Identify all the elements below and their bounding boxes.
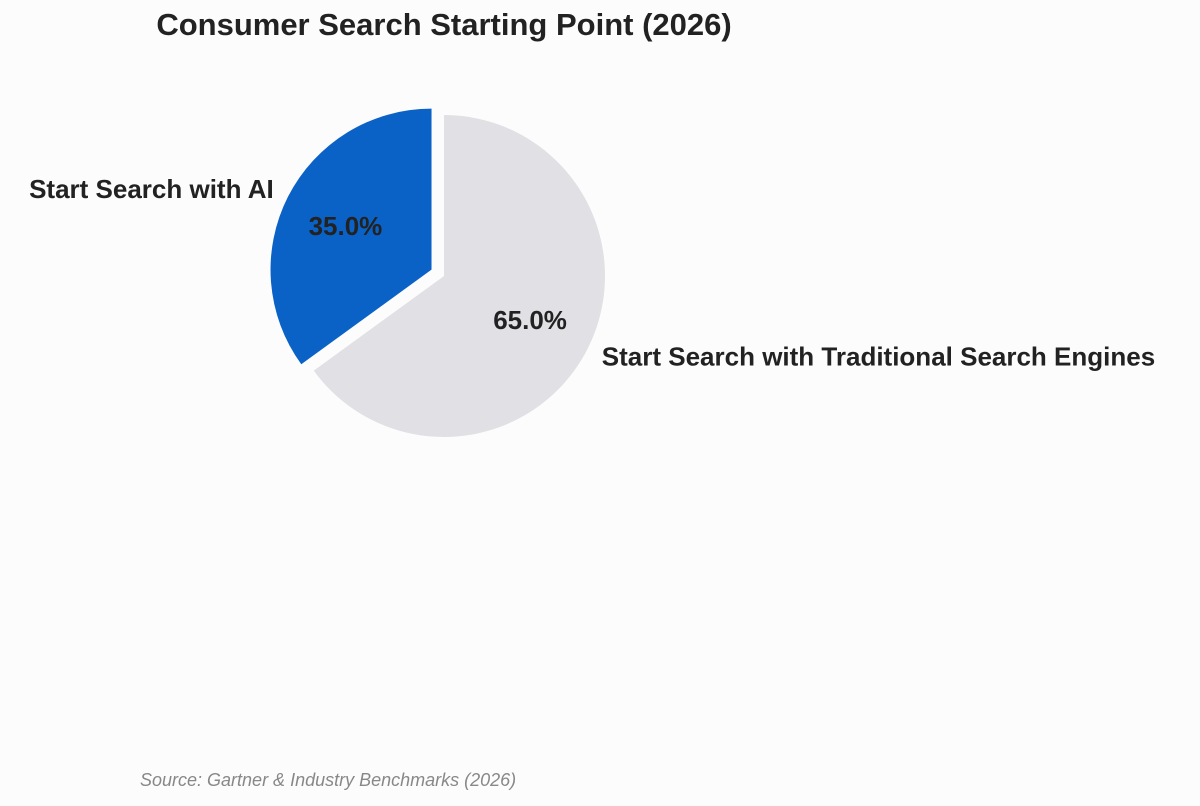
pie-labels: 35.0% Start Search with AI 65.0% Start Sear… bbox=[29, 174, 1155, 371]
pie-slice-0 bbox=[270, 108, 432, 365]
pie-slices bbox=[270, 108, 605, 437]
pie-chart: 35.0% Start Search with AI 65.0% Start Sear… bbox=[29, 108, 1155, 437]
pie-slice-category-label-1: Start Search with Traditional Search Eng… bbox=[602, 341, 1155, 371]
pie-slice-category-label-0: Start Search with AI bbox=[29, 174, 274, 204]
pie-slice-1 bbox=[313, 115, 605, 437]
chart-title: Consumer Search Starting Point (2026) bbox=[156, 7, 732, 42]
pie-slice-percent-label-0: 35.0% bbox=[309, 211, 383, 241]
pie-slice-percent-label-1: 65.0% bbox=[493, 305, 567, 335]
source-note: Source: Gartner & Industry Benchmarks (2… bbox=[140, 770, 517, 790]
